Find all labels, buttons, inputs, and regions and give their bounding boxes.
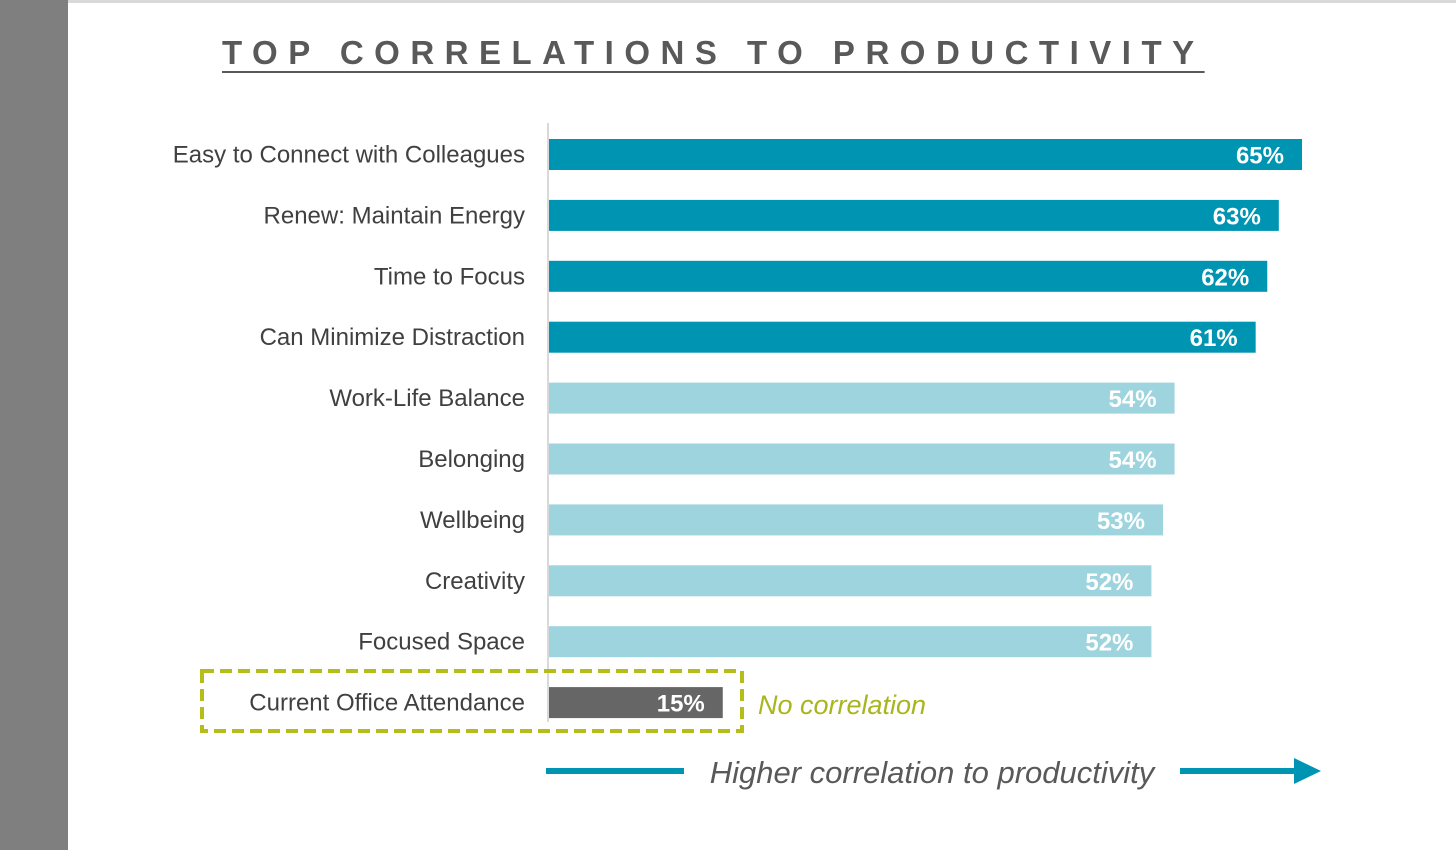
- bar: [549, 382, 1175, 414]
- bar-value-label: 52%: [1085, 569, 1133, 596]
- category-label: Focused Space: [358, 629, 525, 656]
- bar-value-label: 15%: [657, 691, 705, 718]
- category-label: Creativity: [425, 568, 525, 595]
- bar: [549, 504, 1163, 536]
- no-correlation-highlight-box: [200, 669, 744, 733]
- bar: [549, 443, 1175, 475]
- bar-value-label: 62%: [1201, 264, 1249, 291]
- category-label: Wellbeing: [420, 507, 525, 534]
- arrow-label: Higher correlation to productivity: [710, 755, 1157, 790]
- bar-value-label: 53%: [1097, 508, 1145, 535]
- category-label: Renew: Maintain Energy: [264, 202, 525, 229]
- bars-group: Easy to Connect with Colleagues 65% Renew:…: [173, 139, 1302, 719]
- bar-value-label: 54%: [1109, 447, 1157, 474]
- chart-title: TOP CORRELATIONS TO PRODUCTIVITY: [222, 34, 1205, 71]
- bar: [549, 139, 1302, 170]
- bar-value-label: 52%: [1085, 630, 1133, 657]
- category-label: Belonging: [418, 446, 525, 473]
- bar-value-label: 61%: [1190, 325, 1238, 352]
- left-sidebar-band: [0, 0, 68, 850]
- bar: [549, 260, 1268, 292]
- category-label: Work-Life Balance: [329, 385, 525, 412]
- bar: [549, 626, 1152, 658]
- bar: [549, 199, 1279, 231]
- bar-value-label: 54%: [1109, 386, 1157, 413]
- no-correlation-note: No correlation: [758, 690, 926, 720]
- bar: [549, 565, 1152, 597]
- category-label: Time to Focus: [374, 263, 525, 290]
- bar: [549, 687, 723, 719]
- productivity-arrow: Higher correlation to productivity: [546, 755, 1321, 790]
- bar-value-label: 63%: [1213, 203, 1261, 230]
- category-label: Current Office Attendance: [249, 690, 525, 717]
- top-divider: [68, 0, 1456, 3]
- bar: [549, 321, 1256, 353]
- category-label: Easy to Connect with Colleagues: [173, 142, 525, 169]
- category-label: Can Minimize Distraction: [260, 324, 525, 351]
- arrow-head-icon: [1294, 758, 1321, 784]
- bar-value-label: 65%: [1236, 143, 1284, 170]
